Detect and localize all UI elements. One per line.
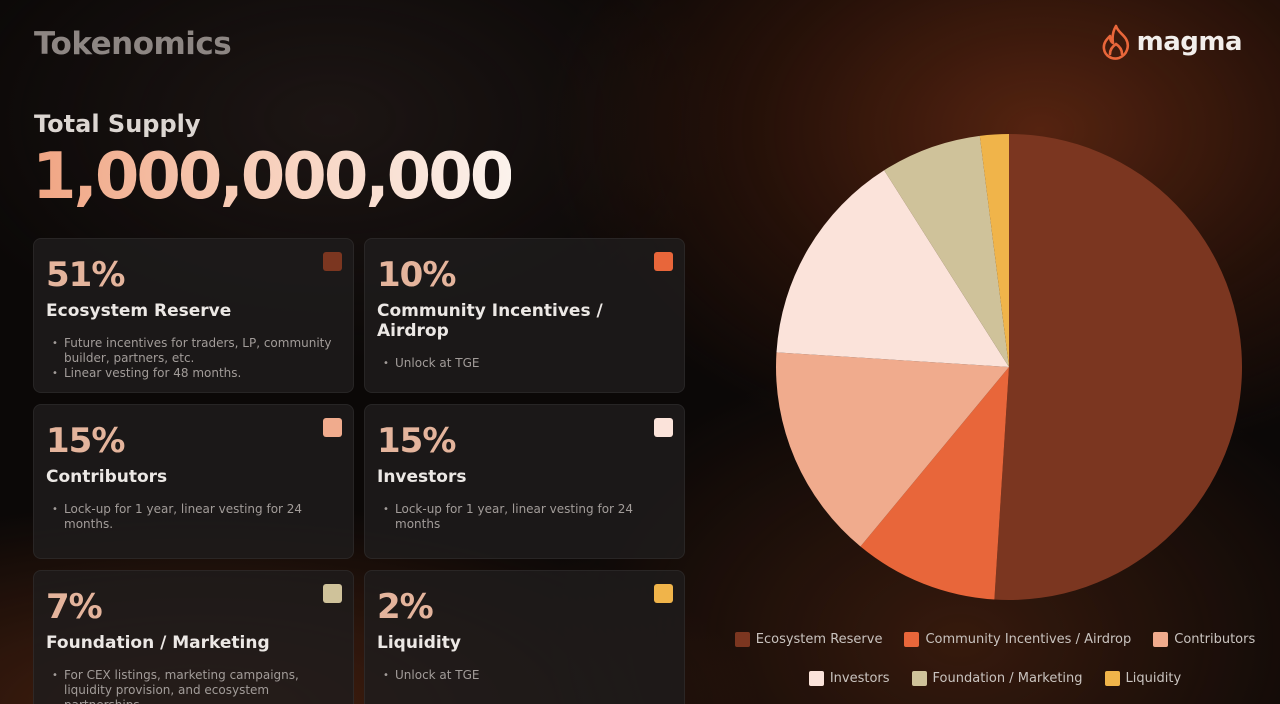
page-title: Tokenomics [34,26,232,62]
allocation-percent: 15% [377,421,456,461]
color-swatch [654,252,673,271]
detail-bullet: Unlock at TGE [383,668,672,683]
pie-slice-contributors [776,352,1009,547]
chart-legend: Ecosystem Reserve Community Incentives / … [710,632,1280,686]
legend-swatch [911,671,927,686]
allocation-card: 51% Ecosystem Reserve Future incentives fo… [33,238,354,393]
detail-bullet: Future incentives for traders, LP, commu… [52,336,341,366]
allocation-percent: 10% [377,255,456,295]
allocation-card: 7% Foundation / Marketing For CEX listings… [33,570,354,704]
legend-label: Investors [829,671,890,686]
allocation-name: Ecosystem Reserve [46,301,232,321]
legend-item: Foundation / Marketing [911,671,1083,686]
allocation-card: 2% Liquidity Unlock at TGE [364,570,685,704]
brand-name: magma [1136,27,1243,57]
allocation-name: Liquidity [377,633,461,653]
allocation-name: Community Incentives / Airdrop [377,301,603,341]
color-swatch [323,584,342,603]
pie-chart [776,134,1243,600]
legend-label: Contributors [1174,632,1256,647]
allocation-name: Contributors [46,467,168,487]
brand-logo: magma [1101,24,1243,60]
legend-swatch [904,632,920,647]
allocation-name: Investors [377,467,467,487]
allocation-card: 15% Contributors Lock-up for 1 year, linea… [33,404,354,559]
pie-slice-foundation-marketing [884,135,1009,367]
color-swatch [654,418,673,437]
allocation-details: Lock-up for 1 year, linear vesting for 2… [377,502,672,532]
legend-item: Community Incentives / Airdrop [904,632,1131,647]
legend-swatch [1104,671,1120,686]
detail-bullet: Unlock at TGE [383,356,672,371]
allocation-name: Foundation / Marketing [46,633,270,653]
legend-label: Foundation / Marketing [932,671,1083,686]
detail-bullet: For CEX listings, marketing campaigns, l… [52,668,341,704]
legend-item: Liquidity [1104,671,1182,686]
allocation-details: Unlock at TGE [377,668,672,683]
allocation-details: For CEX listings, marketing campaigns, l… [46,668,341,704]
allocation-card: 10% Community Incentives / Airdrop Unlock … [364,238,685,393]
allocation-details: Lock-up for 1 year, linear vesting for 2… [46,502,341,532]
pie-slice-liquidity [979,134,1009,367]
color-swatch [323,418,342,437]
allocation-percent: 7% [46,587,103,627]
allocation-card: 15% Investors Lock-up for 1 year, linear v… [364,404,685,559]
allocation-details: Unlock at TGE [377,356,672,371]
legend-label: Ecosystem Reserve [755,632,883,647]
legend-label: Community Incentives / Airdrop [925,632,1132,647]
detail-bullet: Lock-up for 1 year, linear vesting for 2… [383,502,672,532]
allocation-details: Future incentives for traders, LP, commu… [46,336,341,381]
flame-icon [1102,24,1129,60]
pie-slice-investors [776,170,1009,367]
color-swatch [654,584,673,603]
legend-item: Contributors [1153,632,1255,647]
color-swatch [323,252,342,271]
legend-swatch [734,632,750,647]
allocation-percent: 15% [46,421,125,461]
legend-swatch [1153,632,1169,647]
legend-label: Liquidity [1125,671,1182,686]
allocation-cards: 51% Ecosystem Reserve Future incentives fo… [33,238,685,704]
legend-item: Investors [808,671,890,686]
supply-value: 1,000,000,000 [32,140,514,214]
allocation-percent: 2% [377,587,434,627]
pie-slice-ecosystem-reserve [994,134,1243,600]
pie-slice-community-incentives-airdrop [860,367,1009,600]
legend-item: Ecosystem Reserve [734,632,883,647]
detail-bullet: Lock-up for 1 year, linear vesting for 2… [52,502,341,532]
legend-swatch [808,671,824,686]
allocation-percent: 51% [46,255,125,295]
detail-bullet: Linear vesting for 48 months. [52,366,341,381]
supply-label: Total Supply [34,110,201,138]
